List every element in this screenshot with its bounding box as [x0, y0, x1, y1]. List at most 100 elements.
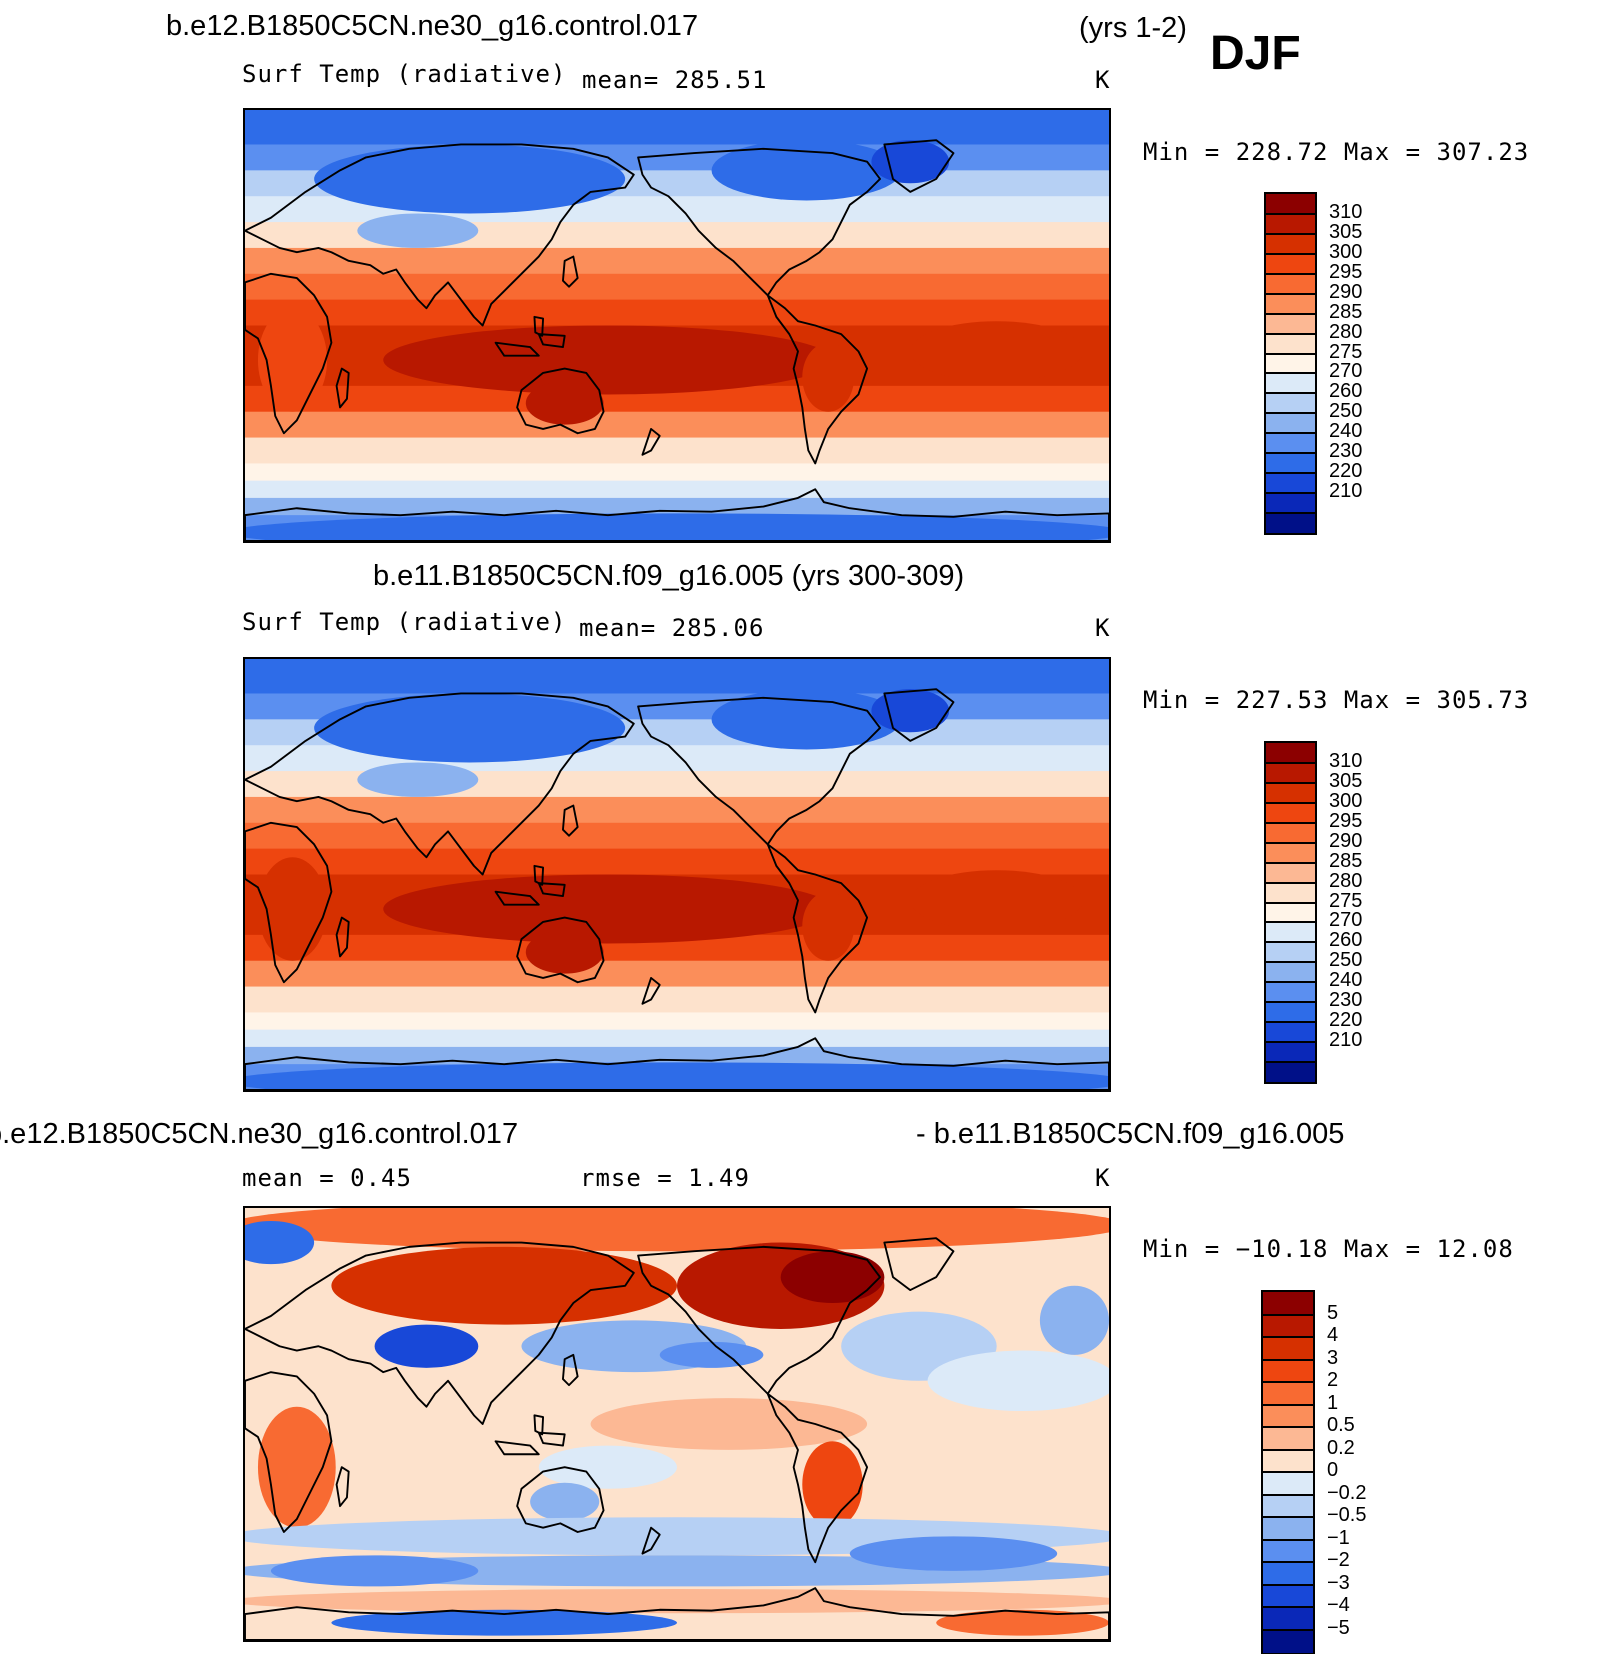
- panel3-units: K: [1095, 1164, 1111, 1192]
- antarctic-cold: [245, 513, 1109, 541]
- temperature-field: [245, 659, 1109, 1090]
- antarctic-cold: [245, 1062, 1109, 1090]
- colorbar-divider: [1263, 1516, 1313, 1518]
- coastline: [516, 916, 605, 984]
- colorbar-divider: [1263, 1583, 1313, 1586]
- colorbar-swatch: [1266, 842, 1315, 864]
- colorbar-swatch: [1263, 1314, 1313, 1338]
- colorbar-label: 2: [1327, 1369, 1339, 1391]
- coastline: [641, 427, 661, 456]
- colorbar-divider: [1266, 801, 1315, 804]
- colorbar-divider: [1266, 392, 1315, 395]
- season-label: DJF: [1210, 27, 1301, 80]
- colorbar-swatch: [1266, 413, 1315, 434]
- colorbar-divider: [1266, 881, 1315, 884]
- colorbar-divider: [1266, 861, 1315, 864]
- colorbar-label: 310: [1329, 749, 1363, 772]
- colorbar-label: 230: [1329, 440, 1363, 463]
- colorbar-label: 290: [1329, 829, 1363, 852]
- anomaly-region: [802, 1441, 863, 1528]
- coastline: [562, 255, 579, 288]
- colorbar-swatch: [1266, 882, 1315, 904]
- panel1-minmax: Min = 228.72 Max = 307.23: [1143, 138, 1530, 166]
- colorbar-label: 250: [1329, 949, 1363, 972]
- coastline: [245, 1241, 635, 1425]
- anomaly-region: [927, 1350, 1109, 1412]
- tibet-cool: [357, 213, 479, 248]
- latitude-band: [245, 659, 1109, 695]
- coastline: [562, 804, 579, 837]
- anomaly-region: [530, 1482, 600, 1521]
- coastline: [245, 692, 635, 876]
- colorbar-divider: [1263, 1336, 1313, 1338]
- colorbar-divider: [1266, 472, 1315, 475]
- panel2-minmax: Min = 227.53 Max = 305.73: [1143, 686, 1530, 714]
- latitude-band: [245, 960, 1109, 988]
- anomaly-region: [936, 1609, 1109, 1636]
- colorbar-swatch: [1263, 1517, 1313, 1540]
- colorbar-divider: [1263, 1561, 1313, 1563]
- colorbar-swatch: [1266, 922, 1315, 943]
- colorbar-swatch: [1266, 333, 1315, 355]
- coastline: [245, 272, 333, 435]
- panel3-minmax: Min = −10.18 Max = 12.08: [1143, 1235, 1514, 1263]
- coastline: [883, 139, 955, 193]
- colorbar-label: 285: [1329, 300, 1363, 323]
- coastline: [245, 143, 635, 327]
- colorbar-label: 295: [1329, 260, 1363, 283]
- colorbar-divider: [1266, 1041, 1315, 1044]
- colorbar-divider: [1266, 961, 1315, 964]
- colorbar-label: 240: [1329, 420, 1363, 443]
- colorbar-swatch: [1263, 1382, 1313, 1405]
- amazon-warm: [802, 342, 855, 412]
- colorbar-divider: [1266, 412, 1315, 415]
- colorbar-label: 250: [1329, 400, 1363, 423]
- coastline: [245, 821, 333, 984]
- australia-warm: [525, 381, 604, 425]
- anomaly-region: [331, 1246, 677, 1325]
- atlantic-warm: [910, 870, 1084, 931]
- coastline: [637, 696, 881, 846]
- canada-cold: [711, 140, 902, 201]
- colorbar-label: 305: [1329, 769, 1363, 792]
- colorbar-divider: [1266, 941, 1315, 944]
- coastline: [537, 882, 566, 897]
- colorbar-divider: [1266, 332, 1315, 335]
- anomaly-region: [331, 1609, 677, 1636]
- panel2-mean: mean= 285.06: [579, 614, 765, 642]
- coastline: [494, 890, 540, 906]
- colorbar-swatch: [1263, 1539, 1313, 1563]
- colorbar-swatch: [1266, 743, 1315, 764]
- canada-cold: [711, 689, 902, 750]
- colorbar-divider: [1263, 1403, 1313, 1406]
- coastline: [562, 1353, 579, 1387]
- colorbar-divider: [1266, 1001, 1315, 1004]
- coastline: [641, 976, 661, 1005]
- colorbar-label: 290: [1329, 280, 1363, 303]
- colorbar-label: 270: [1329, 360, 1363, 383]
- panel1-mean: mean= 285.51: [582, 66, 768, 94]
- anomaly-region: [257, 1406, 336, 1528]
- colorbar-label: −1: [1327, 1526, 1350, 1549]
- latitude-band: [245, 796, 1109, 824]
- colorbar-swatch: [1266, 453, 1315, 474]
- coastline: [537, 1431, 566, 1447]
- coastline: [883, 1237, 955, 1292]
- coastline: [766, 1392, 869, 1564]
- difference-field: [245, 1208, 1109, 1640]
- colorbar-swatch: [1266, 293, 1315, 315]
- panel3-mean: mean = 0.45: [242, 1164, 412, 1192]
- latitude-band: [245, 437, 1109, 465]
- colorbar-label: 0.5: [1327, 1414, 1355, 1436]
- coastline: [537, 333, 566, 348]
- colorbar-divider: [1263, 1313, 1313, 1316]
- latitude-band: [245, 463, 1109, 482]
- colorbar-divider: [1266, 492, 1315, 495]
- coastline: [516, 367, 605, 435]
- panel1-colorbar: [1264, 192, 1317, 535]
- colorbar-label: 210: [1329, 1029, 1363, 1052]
- colorbar-swatch: [1266, 313, 1315, 335]
- colorbar-label: −2: [1327, 1549, 1350, 1571]
- colorbar-divider: [1266, 921, 1315, 924]
- colorbar-swatch: [1266, 253, 1315, 275]
